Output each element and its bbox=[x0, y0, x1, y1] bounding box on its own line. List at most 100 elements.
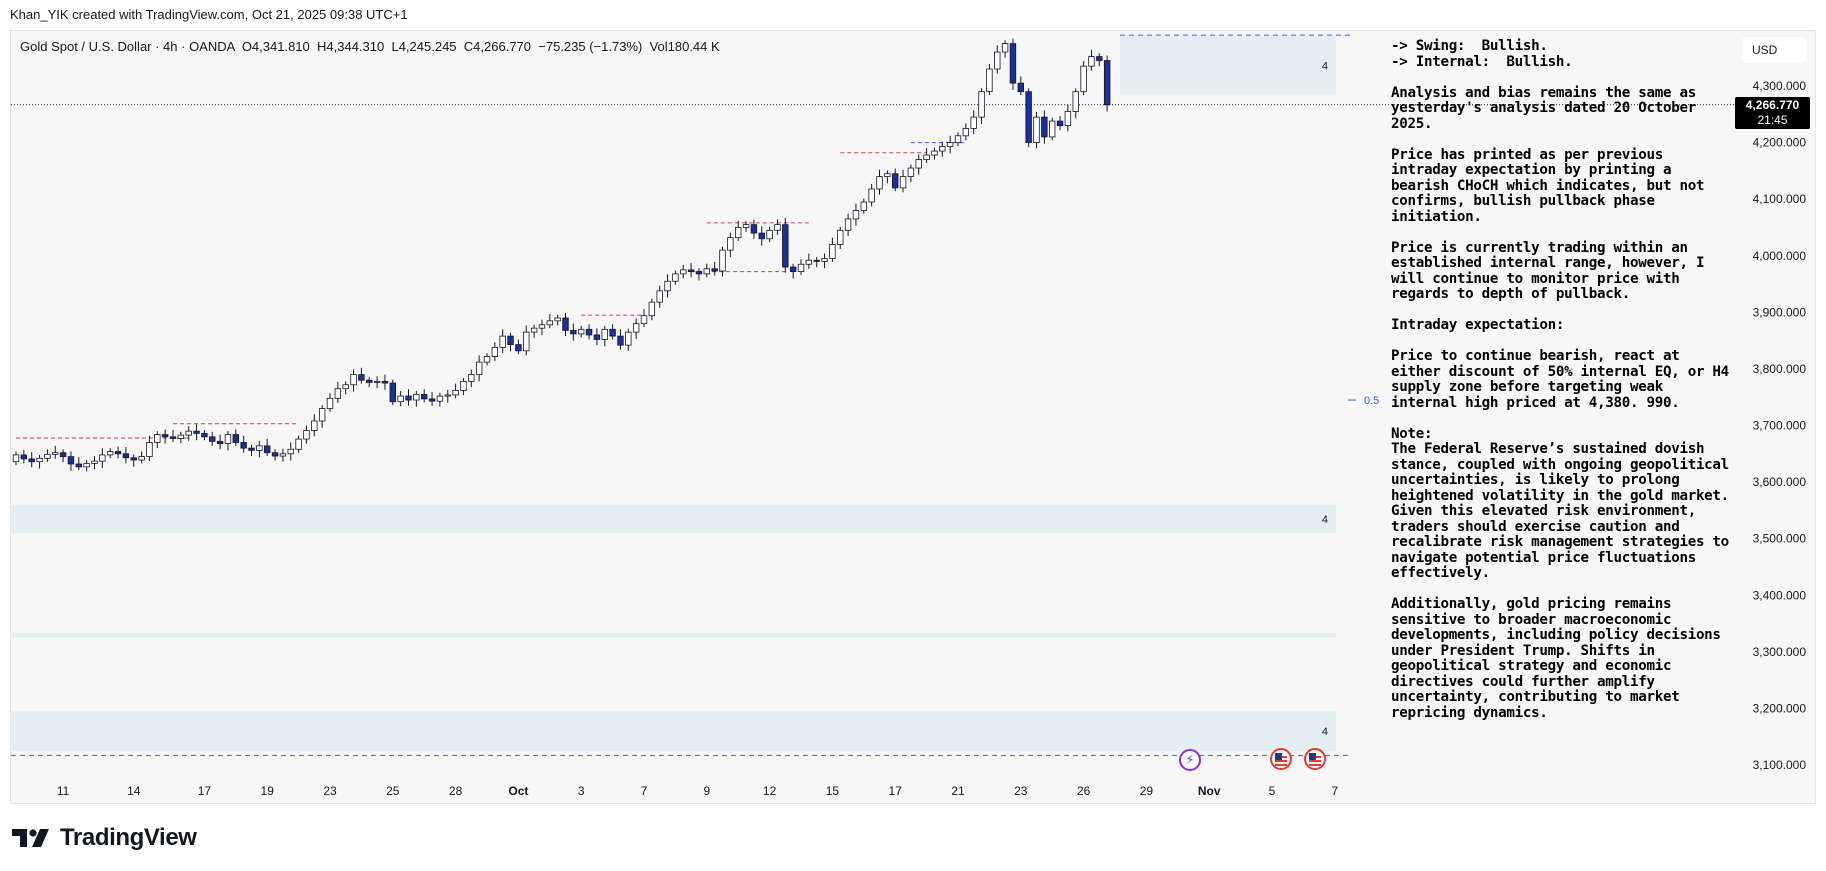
candle-body bbox=[342, 384, 349, 390]
candle-body bbox=[59, 452, 67, 458]
candle-body bbox=[852, 210, 860, 220]
legend-symbol: Gold Spot / U.S. Dollar · 4h · OANDA bbox=[20, 39, 235, 54]
legend-low: L4,245.245 bbox=[391, 39, 457, 54]
us-flag-icon[interactable] bbox=[1304, 748, 1326, 770]
currency-selector[interactable]: USD bbox=[1742, 37, 1806, 63]
candle-body bbox=[271, 452, 279, 457]
candle-body bbox=[146, 442, 153, 458]
candle-body bbox=[122, 453, 130, 459]
candle-body bbox=[640, 315, 648, 325]
zone-label: 4 bbox=[1322, 726, 1328, 738]
bar-countdown: 21:45 bbox=[1757, 113, 1788, 127]
candle-body bbox=[1017, 82, 1024, 93]
candle-body bbox=[1056, 120, 1064, 127]
analysis-note[interactable]: -> Swing: Bullish. -> Internal: Bullish.… bbox=[1391, 38, 1738, 737]
x-tick-label: 29 bbox=[1140, 784, 1154, 798]
candle-body bbox=[617, 335, 624, 346]
candle-body bbox=[52, 452, 59, 455]
legend-high: H4,344.310 bbox=[317, 39, 385, 54]
supply-zone-h4 bbox=[1120, 36, 1336, 95]
candle-body bbox=[1001, 43, 1009, 53]
y-tick-label: 3,600.000 bbox=[1753, 475, 1807, 489]
y-tick-label: 3,800.000 bbox=[1753, 362, 1807, 376]
tradingview-logo[interactable]: TradingView bbox=[12, 824, 197, 852]
x-tick-label: 21 bbox=[951, 784, 965, 798]
lightning-icon[interactable]: ⚡ bbox=[1179, 749, 1201, 771]
candle-body bbox=[923, 154, 930, 160]
candle-body bbox=[844, 218, 852, 231]
candle-body bbox=[381, 380, 389, 384]
candle-body bbox=[240, 442, 247, 449]
candle-body bbox=[946, 142, 954, 147]
candle-body bbox=[405, 395, 412, 401]
y-tick-label: 3,400.000 bbox=[1753, 588, 1807, 602]
x-tick-label: 28 bbox=[449, 784, 463, 798]
candle-body bbox=[970, 116, 977, 129]
candle-body bbox=[719, 249, 726, 272]
demand-zone-3 bbox=[11, 711, 1336, 751]
legend-volume: Vol180.44 K bbox=[649, 39, 720, 54]
candle-body bbox=[515, 344, 522, 352]
candle-body bbox=[601, 328, 608, 340]
chart-caption: Khan_YIK created with TradingView.com, O… bbox=[10, 7, 408, 22]
current-price-value: 4,266.770 bbox=[1745, 98, 1800, 112]
candle-body bbox=[837, 229, 844, 245]
x-tick-label: 7 bbox=[641, 784, 648, 798]
candle-body bbox=[1033, 116, 1040, 143]
y-tick-label: 3,300.000 bbox=[1753, 645, 1807, 659]
us-flag-icon[interactable] bbox=[1270, 748, 1292, 770]
x-tick-label: Oct bbox=[508, 784, 528, 798]
x-tick-label: 19 bbox=[261, 784, 275, 798]
x-tick-label: 26 bbox=[1077, 784, 1091, 798]
candle-body bbox=[193, 430, 200, 434]
candle-body bbox=[350, 374, 357, 386]
x-tick-label: 25 bbox=[386, 784, 400, 798]
y-tick-label: 3,500.000 bbox=[1753, 532, 1807, 546]
candle-body bbox=[978, 91, 985, 118]
chart-area[interactable] bbox=[10, 30, 1816, 804]
candle-body bbox=[130, 457, 137, 461]
candle-body bbox=[758, 232, 765, 240]
candle-body bbox=[711, 268, 718, 272]
candle-body bbox=[672, 273, 679, 282]
candle-body bbox=[201, 433, 208, 438]
candle-body bbox=[813, 259, 820, 262]
candle-body bbox=[263, 445, 271, 454]
candle-body bbox=[1080, 65, 1087, 93]
candle-body bbox=[821, 258, 828, 262]
candle-body bbox=[1103, 60, 1111, 106]
candle-body bbox=[216, 440, 224, 445]
candle-body bbox=[67, 456, 75, 465]
candle-body bbox=[107, 451, 114, 456]
fib-label: 0.5 bbox=[1364, 395, 1379, 407]
candle-body bbox=[373, 380, 381, 383]
candle-body bbox=[931, 150, 938, 156]
x-tick-label: 9 bbox=[703, 784, 710, 798]
candle-body bbox=[625, 331, 632, 346]
candle-body bbox=[782, 224, 789, 268]
candle-body bbox=[766, 229, 773, 240]
candle-body bbox=[279, 453, 287, 457]
candle-body bbox=[287, 448, 294, 455]
candle-body bbox=[209, 436, 216, 442]
candle-body bbox=[114, 451, 122, 455]
candle-body bbox=[829, 244, 836, 259]
candle-body bbox=[318, 408, 326, 422]
candle-body bbox=[169, 436, 177, 439]
candle-body bbox=[860, 201, 867, 211]
candle-body bbox=[1049, 120, 1056, 138]
candle-body bbox=[311, 420, 318, 431]
legend-close: C4,266.770 bbox=[463, 39, 532, 54]
candle-body bbox=[742, 224, 750, 228]
candle-body bbox=[397, 395, 404, 403]
candle-body bbox=[389, 382, 396, 403]
symbol-legend[interactable]: Gold Spot / U.S. Dollar · 4h · OANDA O4,… bbox=[20, 39, 720, 54]
x-tick-label: 23 bbox=[1014, 784, 1028, 798]
note-paragraph: Price to continue bearish, react at eith… bbox=[1391, 348, 1738, 411]
candle-body bbox=[295, 438, 302, 450]
candle-body bbox=[185, 430, 192, 436]
candle-body bbox=[475, 361, 483, 375]
note-paragraph: -> Swing: Bullish. -> Internal: Bullish. bbox=[1391, 38, 1573, 70]
candle-body bbox=[12, 454, 20, 463]
